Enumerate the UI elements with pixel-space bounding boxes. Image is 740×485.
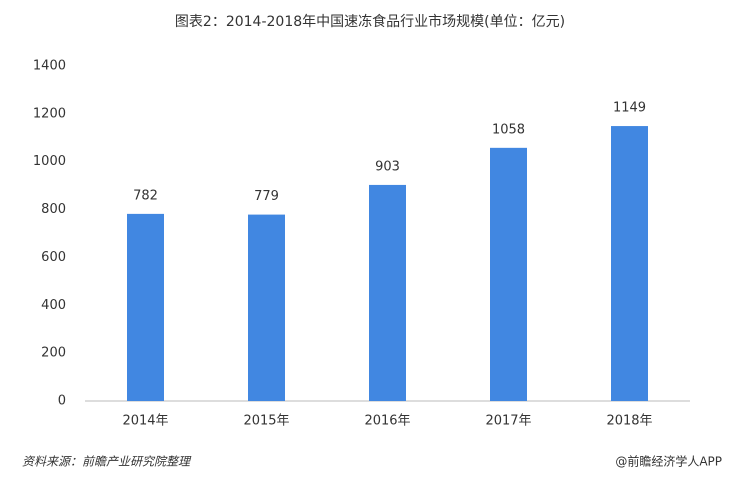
bar — [490, 147, 527, 401]
x-tick-label: 2017年 — [485, 414, 531, 429]
chart-title: 图表2：2014-2018年中国速冻食品行业市场规模(单位：亿元) — [175, 13, 565, 30]
bar — [248, 214, 285, 401]
bar — [611, 126, 648, 401]
y-tick-label: 1200 — [33, 106, 66, 121]
source-note: 资料来源：前瞻产业研究院整理 — [22, 455, 192, 469]
y-tick-label: 0 — [58, 394, 66, 409]
credit: @前瞻经济学人APP — [615, 454, 722, 469]
value-label: 782 — [133, 188, 158, 203]
bar — [369, 184, 406, 401]
y-tick-label: 1000 — [33, 154, 66, 169]
x-tick-label: 2018年 — [606, 414, 652, 429]
y-tick-label: 200 — [41, 346, 66, 361]
value-label: 1149 — [613, 101, 646, 116]
x-tick-label: 2016年 — [364, 414, 410, 429]
y-tick-label: 800 — [41, 202, 66, 217]
x-tick-label: 2015年 — [243, 414, 289, 429]
value-label: 779 — [254, 189, 279, 204]
x-tick-label: 2014年 — [122, 414, 168, 429]
y-tick-label: 400 — [41, 298, 66, 313]
y-tick-label: 1400 — [33, 59, 66, 74]
value-label: 1058 — [492, 122, 525, 137]
bar — [127, 213, 164, 401]
y-tick-label: 600 — [41, 250, 66, 265]
value-label: 903 — [375, 159, 400, 174]
